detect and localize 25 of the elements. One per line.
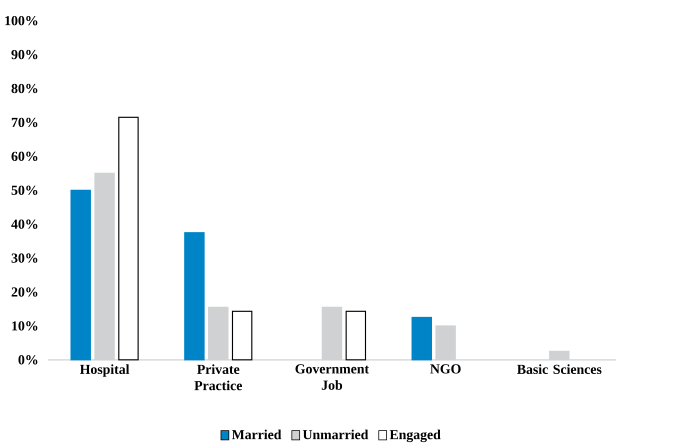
y-tick-label: 20% <box>12 287 38 297</box>
y-tick-label: 0% <box>18 355 38 365</box>
x-tick-label: Hospital <box>80 364 130 377</box>
y-tick-label: 70% <box>12 118 38 128</box>
y-tick-label: 50% <box>12 186 38 195</box>
y-tick-label: 80% <box>12 84 38 94</box>
x-tick-label: Private Practice <box>194 364 242 390</box>
x-tick-label: Government Job <box>296 364 370 390</box>
bar <box>70 190 91 360</box>
y-tick-label: 90% <box>11 50 38 60</box>
bar <box>412 316 432 360</box>
y-tick-label: 60% <box>12 152 38 162</box>
y-tick-label: 30% <box>12 253 38 263</box>
y-tick-label: 10% <box>12 321 38 331</box>
y-tick-label: 100% <box>5 16 38 26</box>
y-tick-label: 40% <box>11 220 38 229</box>
legend-label: Unmarried <box>302 430 368 440</box>
bar <box>184 232 205 360</box>
x-tick-label: NGO <box>430 364 461 374</box>
x-tick-label: Basic Sciences <box>517 364 602 374</box>
bar <box>346 310 366 360</box>
bar <box>118 116 139 360</box>
bar <box>232 310 252 360</box>
legend-label: Engaged <box>390 430 441 442</box>
legend-label: Married <box>232 430 282 440</box>
